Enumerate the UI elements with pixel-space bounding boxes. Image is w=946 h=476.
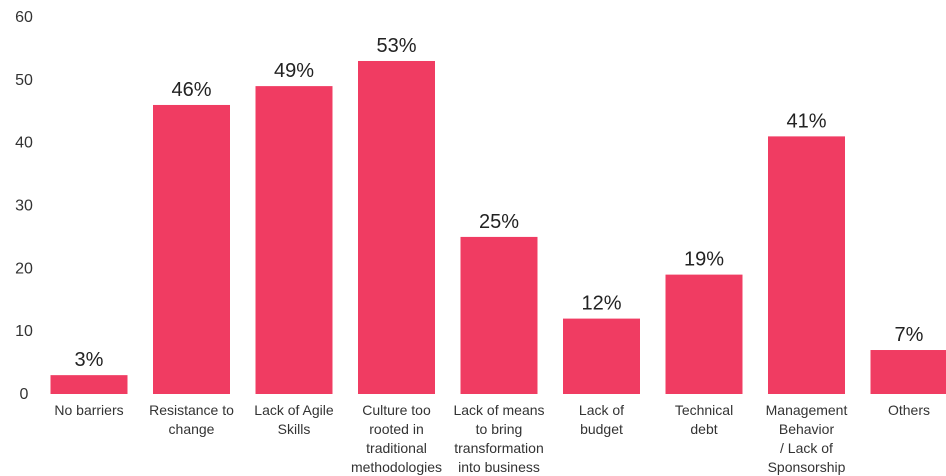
data-label: 46%: [171, 79, 211, 101]
x-tick-label-line: Skills: [278, 421, 311, 437]
data-label: 25%: [479, 211, 519, 233]
x-tick-label: Lack of means to bring transformation into …: [453, 402, 544, 475]
x-tick-label: Technical debt: [675, 402, 733, 437]
x-tick-label: Lack of Agile Skills: [254, 402, 334, 437]
x-tick-label-line: budget: [580, 421, 623, 437]
x-tick-label: Resistance to change: [149, 402, 234, 437]
x-tick-label: Others: [888, 402, 930, 418]
x-tick-label-line: Technical: [675, 402, 733, 418]
x-tick-label-line: No barriers: [54, 402, 123, 418]
x-tick-label-line: Sponsorship: [768, 459, 846, 475]
x-tick-label-line: Lack of means: [453, 402, 544, 418]
bars: [50, 60, 946, 394]
bar: [768, 136, 845, 394]
y-tick-label: 30: [15, 198, 33, 215]
y-axis: 0 10 20 30 40 50 60: [15, 9, 33, 403]
x-tick-label-line: Others: [888, 402, 930, 418]
y-tick-label: 10: [15, 323, 33, 340]
x-tick-label: No barriers: [54, 402, 123, 418]
x-tick-label-line: traditional: [366, 440, 427, 456]
bar: [358, 60, 435, 394]
data-label: 41%: [786, 110, 826, 132]
bar: [665, 274, 743, 394]
y-tick-label: 20: [15, 260, 33, 277]
x-tick-label-line: methodologies: [351, 459, 442, 475]
y-tick-label: 50: [15, 72, 33, 89]
x-tick-label-line: debt: [690, 421, 717, 437]
x-axis-labels: No barriers Resistance to change Lack of Ag…: [54, 402, 930, 475]
x-tick-label: Culture too rooted in traditional methodolo…: [351, 402, 442, 475]
x-tick-label-line: Management: [766, 402, 848, 418]
bar: [563, 318, 640, 394]
x-tick-label-line: Resistance to: [149, 402, 234, 418]
x-tick-label: Management Behavior / Lack of Sponsorship: [766, 402, 848, 475]
x-tick-label-line: change: [169, 421, 215, 437]
bar: [255, 86, 333, 394]
data-labels: 3% 46% 49% 53% 25% 12% 19% 41% 7%: [75, 35, 924, 371]
data-label: 12%: [581, 293, 621, 315]
bar: [50, 375, 128, 394]
data-label: 19%: [684, 249, 724, 271]
bar: [870, 350, 946, 394]
y-tick-label: 60: [15, 9, 33, 26]
x-tick-label-line: Lack of: [579, 402, 624, 418]
x-tick-label-line: Culture too: [362, 402, 431, 418]
x-tick-label-line: to bring: [476, 421, 523, 437]
x-tick-label-line: / Lack of: [780, 440, 833, 456]
y-tick-label: 0: [20, 386, 29, 403]
x-tick-label: Lack of budget: [579, 402, 624, 437]
y-tick-label: 40: [15, 135, 33, 152]
bar: [153, 104, 230, 394]
data-label: 49%: [274, 60, 314, 82]
x-tick-label-line: transformation: [454, 440, 543, 456]
bar: [460, 236, 538, 394]
data-label: 3%: [75, 349, 104, 371]
x-tick-label-line: rooted in: [369, 421, 423, 437]
x-tick-label-line: Behavior: [779, 421, 835, 437]
data-label: 7%: [895, 324, 924, 346]
x-tick-label-line: Lack of Agile: [254, 402, 334, 418]
x-tick-label-line: into business: [458, 459, 540, 475]
data-label: 53%: [376, 35, 416, 57]
